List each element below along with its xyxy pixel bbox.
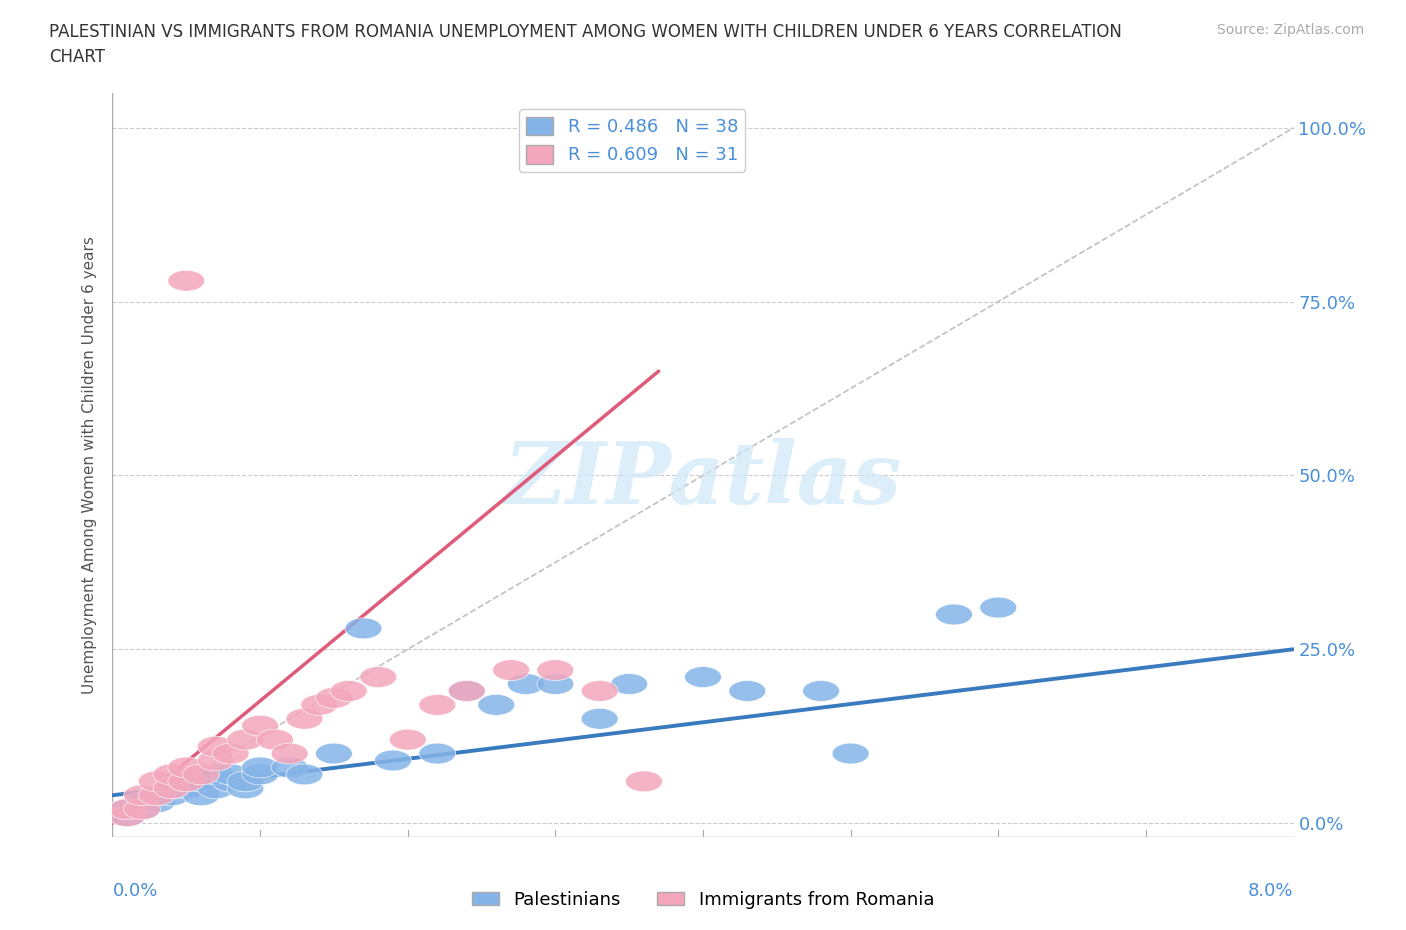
Text: Source: ZipAtlas.com: Source: ZipAtlas.com [1216, 23, 1364, 37]
Ellipse shape [138, 785, 176, 805]
Ellipse shape [374, 751, 412, 771]
Ellipse shape [685, 667, 721, 687]
Ellipse shape [344, 618, 382, 639]
Ellipse shape [419, 695, 456, 715]
Ellipse shape [108, 799, 146, 819]
Ellipse shape [108, 799, 146, 819]
Ellipse shape [212, 771, 249, 791]
Ellipse shape [315, 687, 353, 709]
Ellipse shape [197, 737, 235, 757]
Text: CHART: CHART [49, 48, 105, 66]
Ellipse shape [449, 681, 485, 701]
Legend: R = 0.486   N = 38, R = 0.609   N = 31: R = 0.486 N = 38, R = 0.609 N = 31 [519, 110, 745, 172]
Ellipse shape [492, 659, 530, 681]
Text: ZIPatlas: ZIPatlas [503, 438, 903, 522]
Ellipse shape [167, 771, 205, 791]
Ellipse shape [330, 681, 367, 701]
Ellipse shape [226, 777, 264, 799]
Ellipse shape [124, 791, 160, 813]
Ellipse shape [197, 764, 235, 785]
Ellipse shape [315, 743, 353, 764]
Ellipse shape [389, 729, 426, 751]
Ellipse shape [183, 785, 219, 805]
Ellipse shape [360, 667, 396, 687]
Ellipse shape [197, 751, 235, 771]
Ellipse shape [803, 681, 839, 701]
Ellipse shape [124, 799, 160, 819]
Ellipse shape [449, 681, 485, 701]
Ellipse shape [138, 785, 176, 805]
Ellipse shape [197, 777, 235, 799]
Ellipse shape [478, 695, 515, 715]
Ellipse shape [285, 709, 323, 729]
Ellipse shape [212, 764, 249, 785]
Ellipse shape [728, 681, 766, 701]
Ellipse shape [242, 757, 278, 777]
Ellipse shape [226, 729, 264, 751]
Ellipse shape [242, 715, 278, 737]
Ellipse shape [537, 673, 574, 695]
Text: 8.0%: 8.0% [1249, 882, 1294, 899]
Ellipse shape [301, 695, 337, 715]
Text: PALESTINIAN VS IMMIGRANTS FROM ROMANIA UNEMPLOYMENT AMONG WOMEN WITH CHILDREN UN: PALESTINIAN VS IMMIGRANTS FROM ROMANIA U… [49, 23, 1122, 41]
Ellipse shape [153, 764, 190, 785]
Ellipse shape [581, 709, 619, 729]
Ellipse shape [138, 771, 176, 791]
Ellipse shape [108, 805, 146, 827]
Legend: Palestinians, Immigrants from Romania: Palestinians, Immigrants from Romania [465, 884, 941, 916]
Ellipse shape [419, 743, 456, 764]
Ellipse shape [183, 771, 219, 791]
Ellipse shape [271, 743, 308, 764]
Ellipse shape [138, 791, 176, 813]
Ellipse shape [212, 743, 249, 764]
Ellipse shape [242, 764, 278, 785]
Ellipse shape [256, 729, 294, 751]
Ellipse shape [153, 777, 190, 799]
Ellipse shape [610, 673, 648, 695]
Ellipse shape [581, 681, 619, 701]
Ellipse shape [508, 673, 544, 695]
Ellipse shape [537, 659, 574, 681]
Ellipse shape [626, 771, 662, 791]
Ellipse shape [167, 271, 205, 291]
Ellipse shape [153, 785, 190, 805]
Ellipse shape [226, 771, 264, 791]
Ellipse shape [108, 805, 146, 827]
Ellipse shape [935, 604, 973, 625]
Ellipse shape [285, 764, 323, 785]
Ellipse shape [980, 597, 1017, 618]
Y-axis label: Unemployment Among Women with Children Under 6 years: Unemployment Among Women with Children U… [82, 236, 97, 694]
Ellipse shape [167, 777, 205, 799]
Ellipse shape [124, 799, 160, 819]
Ellipse shape [124, 785, 160, 805]
Ellipse shape [271, 757, 308, 777]
Ellipse shape [167, 757, 205, 777]
Ellipse shape [183, 764, 219, 785]
Ellipse shape [832, 743, 869, 764]
Ellipse shape [153, 777, 190, 799]
Ellipse shape [167, 771, 205, 791]
Text: 0.0%: 0.0% [112, 882, 157, 899]
